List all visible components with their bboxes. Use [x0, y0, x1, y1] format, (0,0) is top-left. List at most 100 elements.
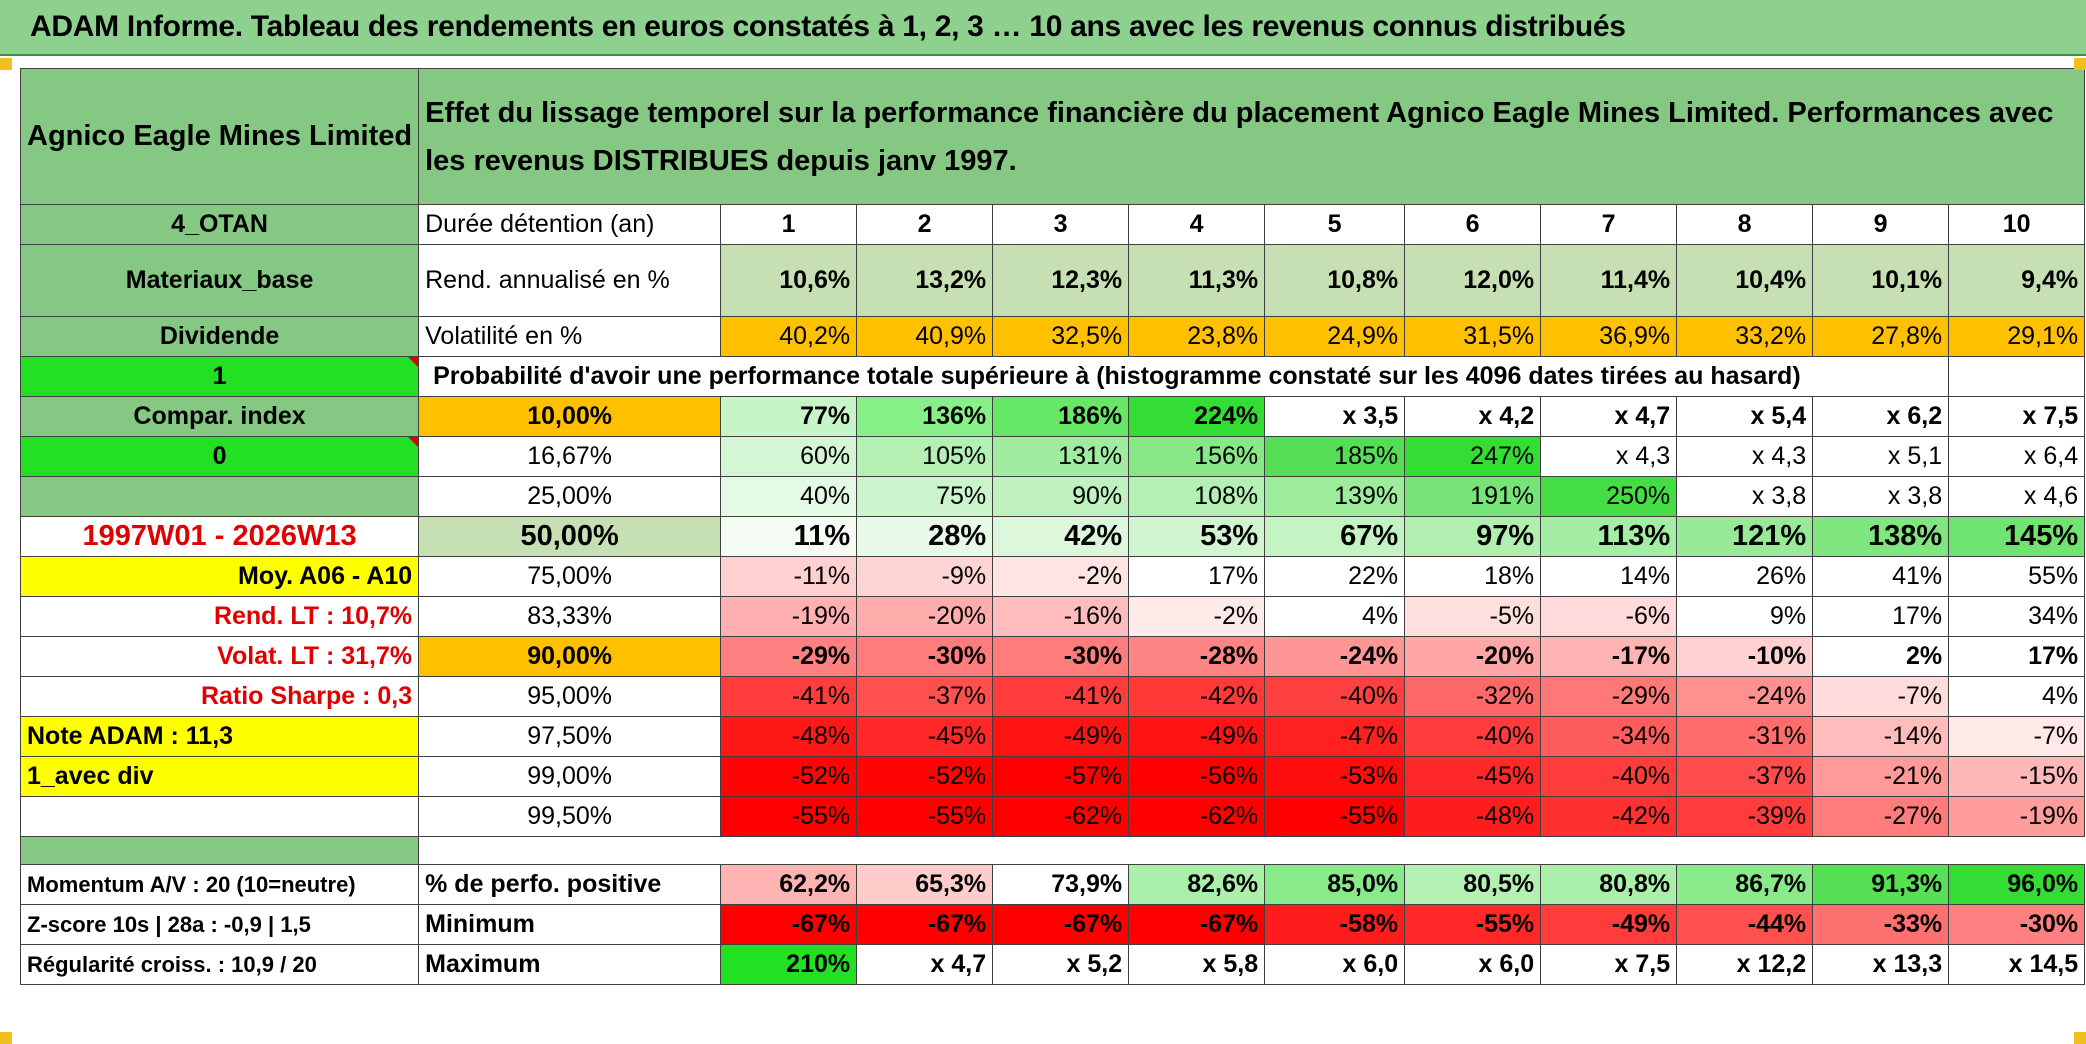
minimum-cell-4: -67%: [1128, 904, 1266, 945]
performance-table: Agnico Eagle Mines Limited Effet du liss…: [19, 68, 2086, 985]
return-cell-8: 10,4%: [1676, 244, 1814, 317]
quantile-label: 97,50%: [418, 716, 722, 757]
year-header-6: 6: [1404, 204, 1542, 245]
quantile-value: 60%: [720, 436, 858, 477]
quantile-value: -45%: [856, 716, 994, 757]
probability-row: 1 Probabilité d'avoir une performance to…: [19, 356, 2086, 397]
quantile-value: -29%: [1540, 676, 1678, 717]
maximum-cell-4: x 5,8: [1128, 944, 1266, 985]
quantile-value: 185%: [1264, 436, 1406, 477]
banner-title: ADAM Informe. Tableau des rendements en …: [30, 10, 1626, 43]
probability-label: Probabilité d'avoir une performance tota…: [418, 356, 1950, 397]
quantile-value: 14%: [1540, 556, 1678, 597]
quantile-value: -57%: [992, 756, 1130, 797]
volatility-cell-8: 33,2%: [1676, 316, 1814, 357]
quantile-value: 131%: [992, 436, 1130, 477]
rend-lt-cell: Rend. LT : 10,7%: [19, 596, 420, 637]
quantile-value: 22%: [1264, 556, 1406, 597]
year-header-5: 5: [1264, 204, 1406, 245]
quantile-value: x 4,2: [1404, 396, 1542, 437]
flag-one-cell[interactable]: 1: [19, 356, 420, 397]
quantile-value: x 4,3: [1676, 436, 1814, 477]
quantile-value: -42%: [1540, 796, 1678, 837]
instrument-name: Agnico Eagle Mines Limited: [19, 68, 420, 205]
quantile-value: -37%: [1676, 756, 1814, 797]
corner-marker: [0, 58, 12, 70]
quantile-value: 97%: [1404, 516, 1542, 557]
volatility-cell-7: 36,9%: [1540, 316, 1678, 357]
minimum-cell-1: -67%: [720, 904, 858, 945]
quantile-value: -55%: [720, 796, 858, 837]
positive-cell-7: 80,8%: [1540, 864, 1678, 905]
quantile-value: x 4,6: [1948, 476, 2086, 517]
performance-sheet: Agnico Eagle Mines Limited Effet du liss…: [19, 68, 2086, 985]
quantile-value: -52%: [720, 756, 858, 797]
quantile-value: -28%: [1128, 636, 1266, 677]
blank-green-cell: [19, 476, 420, 517]
maximum-row: Régularité croiss. : 10,9 / 20 Maximum 2…: [19, 944, 2086, 985]
volatility-row: Dividende Volatilité en % 40,2% 40,9% 32,5…: [19, 316, 2086, 357]
quantile-value: 139%: [1264, 476, 1406, 517]
volatility-cell-2: 40,9%: [856, 316, 994, 357]
report-description: Effet du lissage temporel sur la perform…: [418, 68, 2086, 205]
return-row: Materiaux_base Rend. annualisé en % 10,6…: [19, 244, 2086, 317]
quantile-value: -40%: [1264, 676, 1406, 717]
maximum-cell-1: 210%: [720, 944, 858, 985]
quantile-value: -24%: [1264, 636, 1406, 677]
return-label: Rend. annualisé en %: [418, 244, 722, 317]
quantile-row: Volat. LT : 31,7% 90,00% -29% -30% -30% -28% -…: [19, 636, 2086, 677]
quantile-value: -62%: [1128, 796, 1266, 837]
quantile-value: 26%: [1676, 556, 1814, 597]
quantile-value: 136%: [856, 396, 994, 437]
maximum-cell-2: x 4,7: [856, 944, 994, 985]
positive-cell-8: 86,7%: [1676, 864, 1814, 905]
quantile-value: -19%: [1948, 796, 2086, 837]
duration-row: 4_OTAN Durée détention (an) 1 2 3 4 5 6 7 8 9 10: [19, 204, 2086, 245]
quantile-value: 18%: [1404, 556, 1542, 597]
quantile-value: 28%: [856, 516, 994, 557]
quantile-value: 41%: [1812, 556, 1950, 597]
quantile-value: x 4,3: [1540, 436, 1678, 477]
quantile-value: -40%: [1540, 756, 1678, 797]
flag-one-value: 1: [212, 362, 227, 390]
regularity-cell: Régularité croiss. : 10,9 / 20: [19, 944, 420, 985]
quantile-value: -45%: [1404, 756, 1542, 797]
quantile-value: -9%: [856, 556, 994, 597]
volatility-cell-5: 24,9%: [1264, 316, 1406, 357]
quantile-value: 75%: [856, 476, 994, 517]
quantile-value: -20%: [1404, 636, 1542, 677]
quantile-value: -11%: [720, 556, 858, 597]
quantile-value: -55%: [1264, 796, 1406, 837]
quantile-value: -7%: [1948, 716, 2086, 757]
volatility-cell-6: 31,5%: [1404, 316, 1542, 357]
maximum-cell-3: x 5,2: [992, 944, 1130, 985]
quantile-value: -29%: [720, 636, 858, 677]
spacer-green: [19, 836, 420, 865]
quantile-value: x 3,8: [1676, 476, 1814, 517]
quantile-value: -53%: [1264, 756, 1406, 797]
quantile-row: Compar. index 10,00% 77% 136% 186% 224% x 3,5 x…: [19, 396, 2086, 437]
positive-cell-2: 65,3%: [856, 864, 994, 905]
quantile-value: -14%: [1812, 716, 1950, 757]
maximum-cell-9: x 13,3: [1812, 944, 1950, 985]
quantile-value: -52%: [856, 756, 994, 797]
year-header-4: 4: [1128, 204, 1266, 245]
period-cell: 1997W01 - 2026W13: [19, 516, 420, 557]
year-header-8: 8: [1676, 204, 1814, 245]
quantile-value: 90%: [992, 476, 1130, 517]
volatility-cell-10: 29,1%: [1948, 316, 2086, 357]
quantile-value: 145%: [1948, 516, 2086, 557]
quantile-value: x 5,1: [1812, 436, 1950, 477]
corner-marker: [2074, 1032, 2086, 1044]
quantile-value: x 4,7: [1540, 396, 1678, 437]
quantile-value: 108%: [1128, 476, 1266, 517]
return-cell-1: 10,6%: [720, 244, 858, 317]
minimum-label: Minimum: [418, 904, 722, 945]
comment-marker-icon: [408, 437, 418, 447]
maximum-cell-8: x 12,2: [1676, 944, 1814, 985]
positive-cell-10: 96,0%: [1948, 864, 2086, 905]
quantile-value: -55%: [856, 796, 994, 837]
quantile-label: 25,00%: [418, 476, 722, 517]
quantile-value: 105%: [856, 436, 994, 477]
positive-cell-3: 73,9%: [992, 864, 1130, 905]
